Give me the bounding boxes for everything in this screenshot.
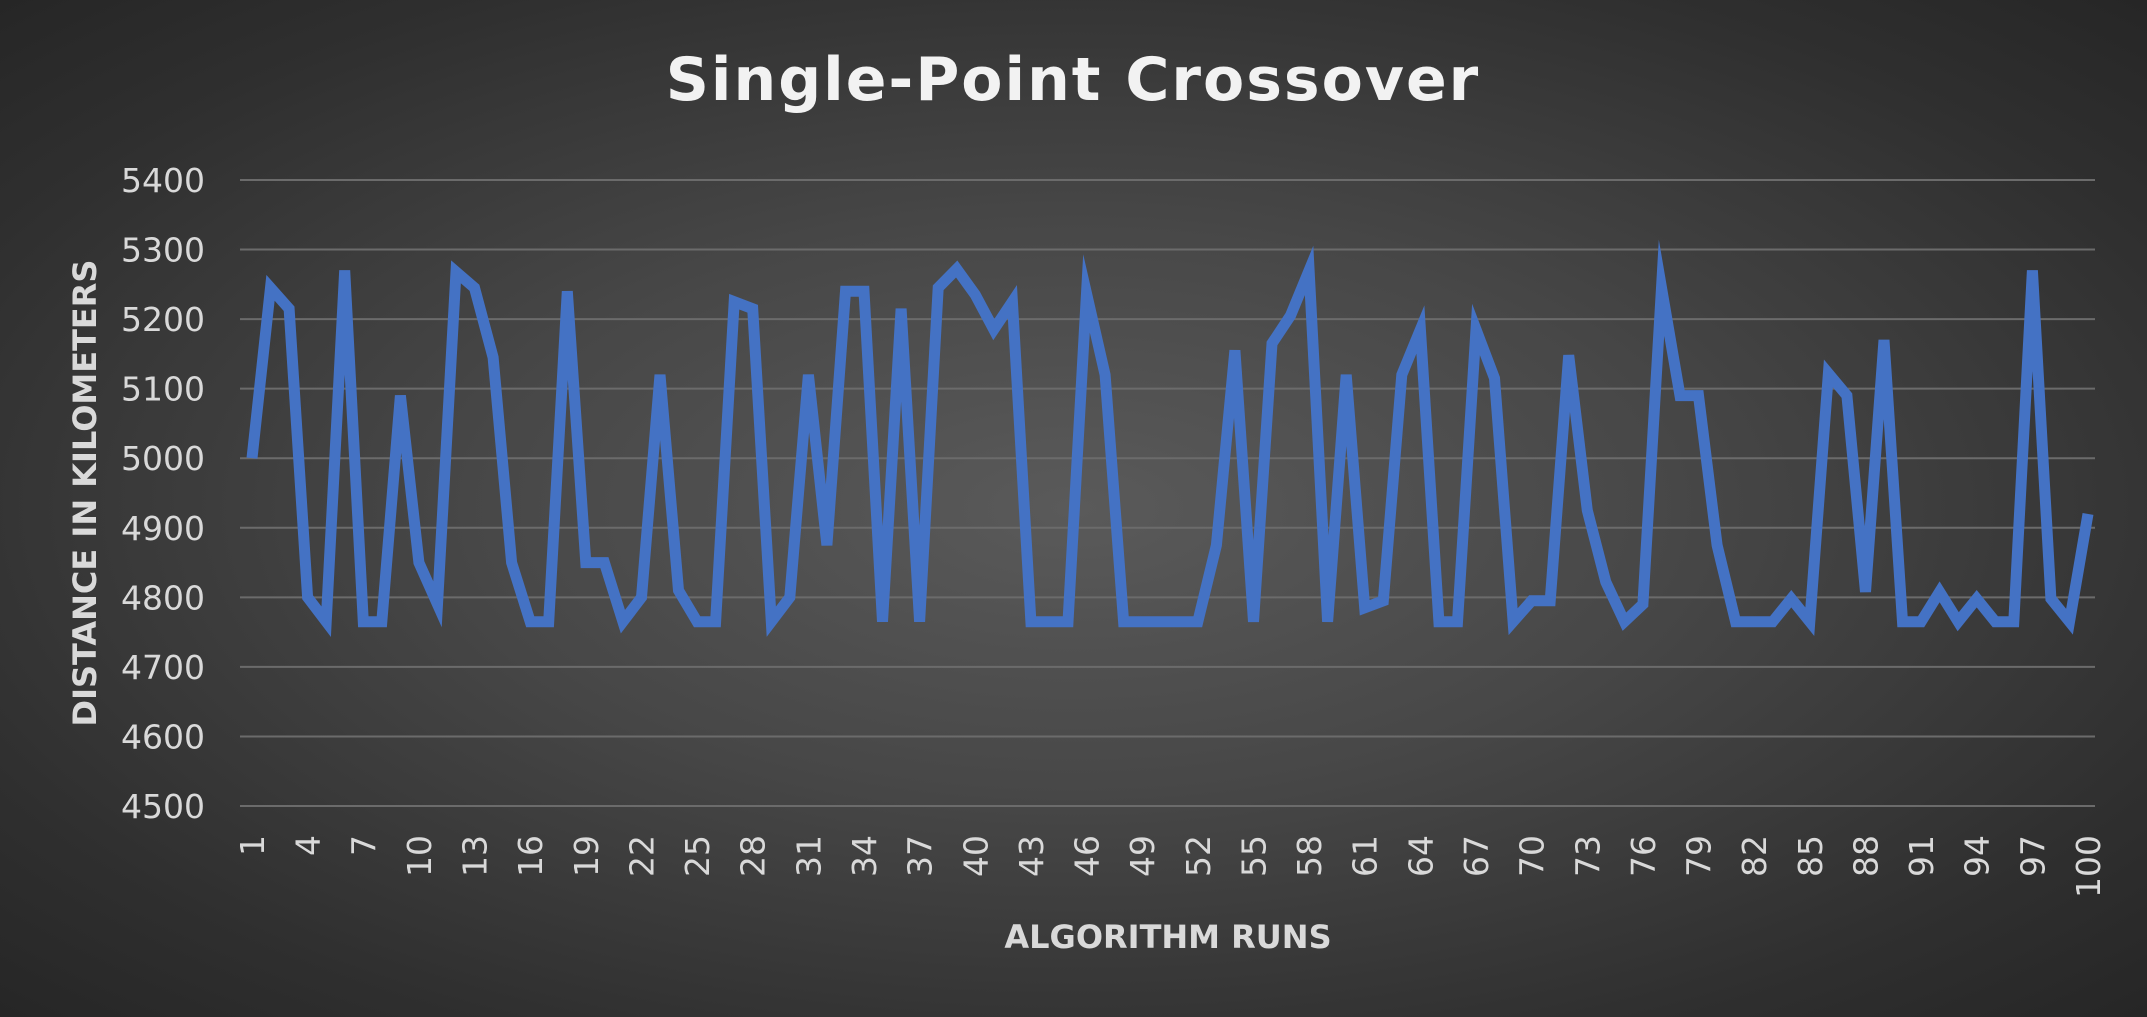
series-line: [246, 239, 2094, 637]
x-tick-label: 28: [734, 835, 773, 877]
x-tick-label: 22: [622, 835, 661, 877]
x-tick-label: 49: [1123, 835, 1162, 877]
x-tick-label: 10: [400, 835, 439, 877]
x-tick-label: 91: [1902, 835, 1941, 877]
y-tick-label: 4600: [121, 717, 205, 756]
x-tick-label: 25: [678, 835, 717, 877]
y-tick-label: 5200: [121, 300, 205, 339]
y-tick-label: 4800: [121, 578, 205, 617]
x-tick-label: 82: [1735, 835, 1774, 877]
x-tick-label: 79: [1680, 835, 1719, 877]
x-tick-label: 19: [567, 835, 606, 877]
y-tick-label: 5100: [121, 370, 205, 409]
x-tick-label: 7: [344, 835, 383, 856]
x-tick-label: 76: [1624, 835, 1663, 877]
x-tick-label: 58: [1290, 835, 1329, 877]
x-tick-label: 100: [2069, 835, 2108, 898]
x-tick-label: 1: [233, 835, 272, 856]
x-tick-label: 55: [1234, 835, 1273, 877]
y-tick-label: 4700: [121, 648, 205, 687]
x-tick-label: 70: [1513, 835, 1552, 877]
x-tick-label: 67: [1457, 835, 1496, 877]
x-tick-label: 34: [845, 835, 884, 877]
x-tick-label: 85: [1791, 835, 1830, 877]
x-axis-tick-labels: 1 4 7 10 13 16 19 22 25 28 31 34 37 40 43 46 49 52 55 58 61 6…: [233, 835, 2108, 898]
y-tick-label: 5300: [121, 231, 205, 270]
y-axis-tick-labels: 4500 4600 4700 4800 4900 5000 5100 5200 5300 5400: [121, 161, 205, 826]
x-tick-label: 46: [1068, 835, 1107, 877]
x-tick-label: 31: [789, 835, 828, 877]
y-tick-label: 4500: [121, 787, 205, 826]
y-axis-title: DISTANCE IN KILOMETERS: [66, 260, 104, 727]
series-group: [246, 239, 2094, 637]
y-tick-label: 5000: [121, 439, 205, 478]
x-tick-label: 16: [511, 835, 550, 877]
y-tick-label: 4900: [121, 509, 205, 548]
x-tick-label: 64: [1401, 835, 1440, 877]
y-tick-label: 5400: [121, 161, 205, 200]
x-tick-label: 94: [1958, 835, 1997, 877]
x-tick-label: 88: [1846, 835, 1885, 877]
x-tick-label: 13: [456, 835, 495, 877]
x-tick-label: 73: [1568, 835, 1607, 877]
x-tick-label: 4: [289, 835, 328, 856]
x-tick-label: 40: [956, 835, 995, 877]
x-tick-label: 97: [2013, 835, 2052, 877]
x-tick-label: 37: [901, 835, 940, 877]
x-tick-label: 61: [1346, 835, 1385, 877]
x-tick-label: 52: [1179, 835, 1218, 877]
chart-title: Single-Point Crossover: [666, 45, 1481, 115]
x-tick-label: 43: [1012, 835, 1051, 877]
x-axis-title: ALGORITHM RUNS: [1004, 918, 1331, 956]
